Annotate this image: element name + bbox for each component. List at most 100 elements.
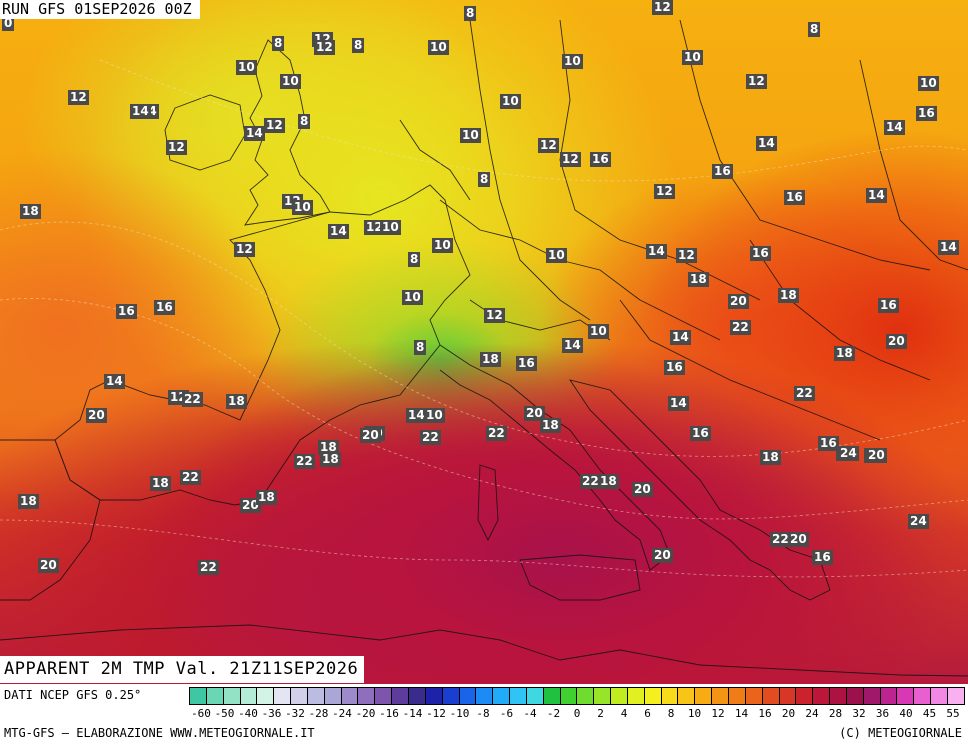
scale-swatch bbox=[223, 688, 241, 704]
temperature-value-label: 20 bbox=[788, 532, 809, 547]
temperature-value-label: 14 bbox=[668, 396, 689, 411]
temperature-value-label: 18 bbox=[688, 272, 709, 287]
temperature-value-label: 16 bbox=[818, 436, 839, 451]
scale-swatch bbox=[813, 688, 831, 704]
temperature-value-label: 10 bbox=[460, 128, 481, 143]
scale-swatch bbox=[678, 688, 696, 704]
temperature-value-label: 8 bbox=[408, 252, 421, 267]
scale-swatch bbox=[291, 688, 308, 704]
temperature-value-label: 18 bbox=[778, 288, 799, 303]
temperature-value-label: 14 bbox=[866, 188, 887, 203]
temperature-value-label: 22 bbox=[486, 426, 507, 441]
temperature-value-label: 10 bbox=[588, 324, 609, 339]
color-scale-bar bbox=[189, 687, 965, 705]
temperature-value-label: 22 bbox=[180, 470, 201, 485]
temperature-value-label: 10 bbox=[918, 76, 939, 91]
temperature-value-label: 18 bbox=[760, 450, 781, 465]
scale-tick-label: -16 bbox=[379, 707, 399, 720]
scale-swatch bbox=[190, 688, 207, 704]
temperature-value-label: 20 bbox=[652, 548, 673, 563]
scale-tick-label: 14 bbox=[734, 707, 749, 720]
temperature-value-label: 8 bbox=[808, 22, 821, 37]
scale-swatch bbox=[947, 688, 964, 704]
scale-swatch bbox=[240, 688, 258, 704]
legend-footer: DATI NCEP GFS 0.25° -60 -50 -40 -36 -32 -28 -2… bbox=[0, 684, 968, 745]
temperature-value-label: 20 bbox=[632, 482, 653, 497]
scale-tick-label: -6 bbox=[499, 707, 514, 720]
scale-swatch bbox=[324, 688, 342, 704]
scale-tick-label: 28 bbox=[828, 707, 843, 720]
scale-swatch bbox=[526, 688, 544, 704]
scale-swatch bbox=[543, 688, 561, 704]
scale-swatch bbox=[863, 688, 881, 704]
temperature-value-label: 12 bbox=[166, 140, 187, 155]
temperature-value-label: 20 bbox=[360, 428, 381, 443]
scale-tick-label: 8 bbox=[667, 707, 675, 720]
scale-tick-label: 10 bbox=[687, 707, 702, 720]
scale-swatch bbox=[442, 688, 460, 704]
temperature-value-label: 8 bbox=[478, 172, 491, 187]
temperature-value-label: 12 bbox=[652, 0, 673, 15]
temperature-value-label: 12 bbox=[560, 152, 581, 167]
scale-swatch bbox=[762, 688, 780, 704]
scale-tick-label: -2 bbox=[546, 707, 561, 720]
temperature-value-label: 14 bbox=[670, 330, 691, 345]
temperature-value-label: 22 bbox=[730, 320, 751, 335]
temperature-value-label: 14 bbox=[406, 408, 427, 423]
temperature-value-label: 14 bbox=[756, 136, 777, 151]
scale-swatch bbox=[729, 688, 746, 704]
scale-swatch bbox=[577, 688, 595, 704]
temperature-value-label: 16 bbox=[154, 300, 175, 315]
temperature-value-label: 20 bbox=[524, 406, 545, 421]
temperature-value-label: 20 bbox=[86, 408, 107, 423]
scale-swatch bbox=[206, 688, 224, 704]
temperature-value-label: 16 bbox=[750, 246, 771, 261]
temperature-value-label: 20 bbox=[240, 498, 261, 513]
temperature-value-label: 10 bbox=[428, 40, 449, 55]
scale-swatch bbox=[307, 688, 325, 704]
temperature-value-label: 18 bbox=[598, 474, 619, 489]
scale-tick-label: -28 bbox=[308, 707, 329, 720]
temperature-value-label: 8 bbox=[272, 36, 285, 51]
scale-swatch bbox=[392, 688, 409, 704]
temperature-value-label: 12 bbox=[68, 90, 89, 105]
temperature-value-label: 14 bbox=[328, 224, 349, 239]
temperature-value-label: 18 bbox=[480, 352, 501, 367]
scale-swatch bbox=[274, 688, 292, 704]
temperature-value-label: 20 bbox=[728, 294, 749, 309]
temperature-value-label: 12 bbox=[234, 242, 255, 257]
temperature-value-label: 14 bbox=[244, 126, 265, 141]
temperature-value-label: 18 bbox=[318, 440, 339, 455]
scale-swatch bbox=[931, 688, 948, 704]
scale-swatch bbox=[627, 688, 645, 704]
temperature-value-label: 0 bbox=[2, 16, 15, 31]
temperature-value-label: 10 bbox=[292, 200, 313, 215]
temperature-value-label: 22 bbox=[770, 532, 791, 547]
scale-swatch bbox=[661, 688, 679, 704]
scale-tick-label: 20 bbox=[781, 707, 796, 720]
temperature-value-label: 22 bbox=[580, 474, 601, 489]
temperature-value-label: 14 bbox=[562, 338, 583, 353]
scale-tick-label: -8 bbox=[476, 707, 490, 720]
temperature-value-label: 20 bbox=[866, 448, 887, 463]
temperature-value-label: 16 bbox=[784, 190, 805, 205]
color-scale-ticks: -60 -50 -40 -36 -32 -28 -24 -20 -16 -14 -12 -10 -8 -6… bbox=[189, 707, 965, 723]
credit-right: (C) METEOGIORNALE bbox=[839, 726, 962, 740]
scale-swatch bbox=[594, 688, 612, 704]
temperature-value-label: 14 bbox=[884, 120, 905, 135]
temperature-value-label: 14 bbox=[938, 240, 959, 255]
temperature-value-label: 18 bbox=[18, 494, 39, 509]
scale-tick-label: 16 bbox=[758, 707, 772, 720]
scale-tick-label: -60 bbox=[191, 707, 211, 720]
scale-tick-label: -50 bbox=[214, 707, 235, 720]
scale-tick-label: 12 bbox=[711, 707, 725, 720]
temperature-value-label: 24 bbox=[838, 446, 859, 461]
temperature-value-label: 18 bbox=[150, 476, 171, 491]
scale-swatch bbox=[695, 688, 713, 704]
scale-swatch bbox=[510, 688, 527, 704]
scale-swatch bbox=[375, 688, 393, 704]
scale-swatch bbox=[257, 688, 275, 704]
scale-swatch bbox=[846, 688, 864, 704]
scale-tick-label: -4 bbox=[523, 707, 537, 720]
temperature-value-label: 10 bbox=[402, 290, 423, 305]
